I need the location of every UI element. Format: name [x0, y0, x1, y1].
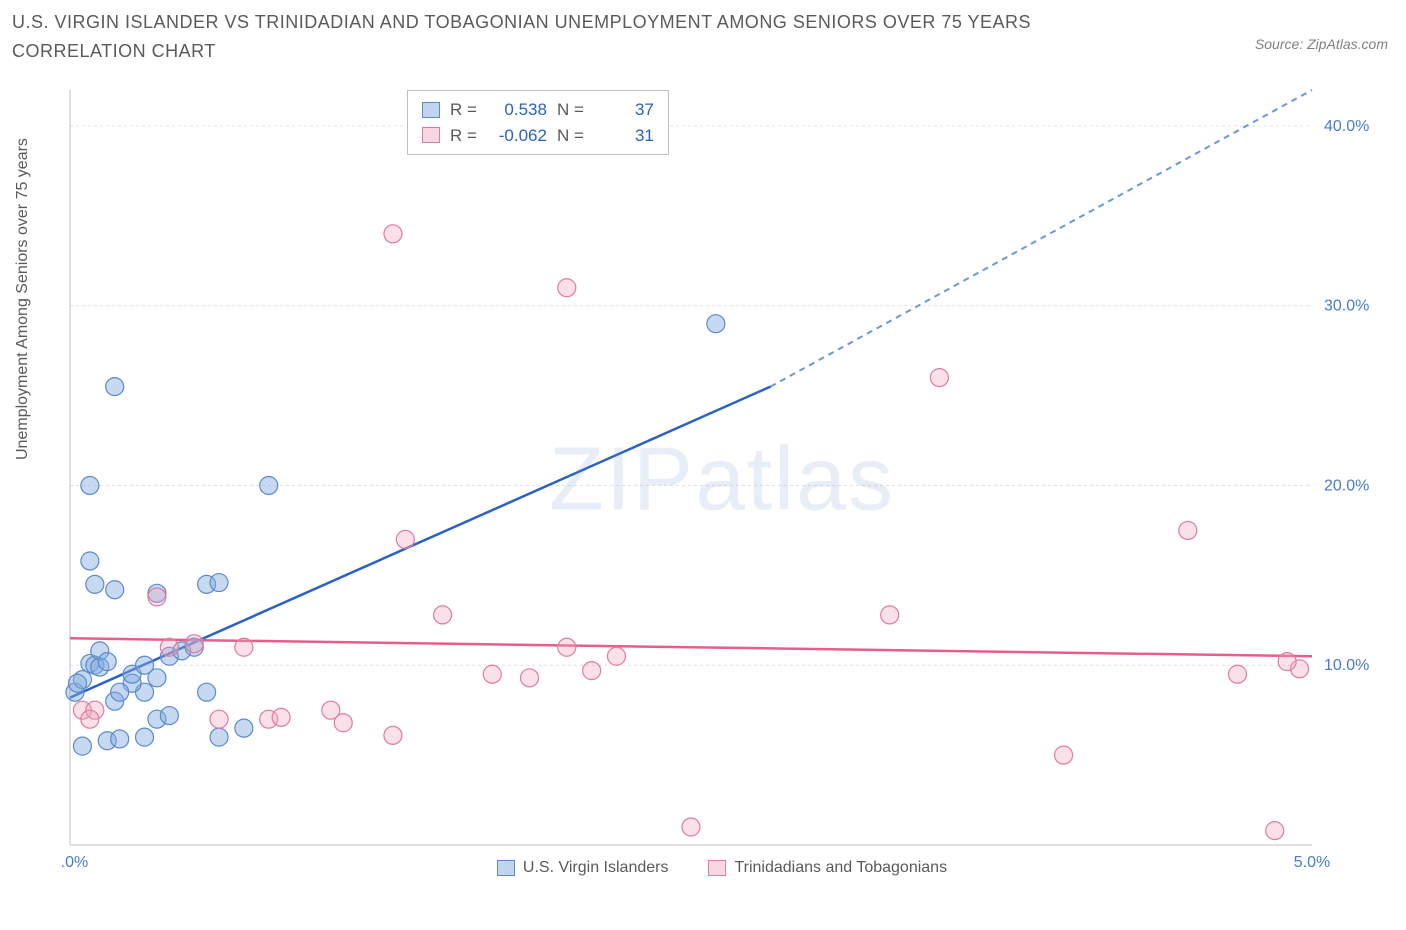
data-point	[148, 669, 166, 687]
data-point	[583, 662, 601, 680]
swatch-icon	[708, 860, 726, 876]
data-point	[260, 476, 278, 494]
svg-text:30.0%: 30.0%	[1324, 298, 1369, 315]
data-point	[521, 669, 539, 687]
data-point	[86, 575, 104, 593]
data-point	[483, 665, 501, 683]
legend-label: Trinidadians and Tobagonians	[734, 859, 947, 877]
data-point	[1179, 521, 1197, 539]
chart-title: U.S. VIRGIN ISLANDER VS TRINIDADIAN AND …	[12, 8, 1112, 66]
data-point	[384, 726, 402, 744]
stat-label: R =	[450, 97, 477, 123]
data-point	[235, 719, 253, 737]
data-point	[81, 552, 99, 570]
data-point	[384, 225, 402, 243]
data-point	[1266, 822, 1284, 840]
data-point	[111, 683, 129, 701]
data-point	[434, 606, 452, 624]
data-point	[707, 315, 725, 333]
legend-item-series2: Trinidadians and Tobagonians	[708, 859, 947, 877]
data-point	[81, 476, 99, 494]
legend-label: U.S. Virgin Islanders	[523, 859, 669, 877]
data-point	[930, 369, 948, 387]
swatch-icon	[422, 102, 440, 118]
stats-row-series2: R = -0.062 N = 31	[422, 123, 654, 149]
data-point	[881, 606, 899, 624]
chart-plot-area: ZIPatlas 10.0%20.0%30.0%40.0% 0.0%5.0% R…	[62, 85, 1382, 875]
data-point	[185, 635, 203, 653]
stat-label: N =	[557, 123, 584, 149]
stat-label: R =	[450, 123, 477, 149]
stat-value: 37	[594, 97, 654, 123]
data-point	[136, 728, 154, 746]
data-point	[160, 707, 178, 725]
data-point	[210, 710, 228, 728]
data-point	[68, 674, 86, 692]
stat-value: -0.062	[487, 123, 547, 149]
data-point	[272, 708, 290, 726]
scatter-plot-svg: 10.0%20.0%30.0%40.0% 0.0%5.0%	[62, 85, 1382, 875]
stat-value: 0.538	[487, 97, 547, 123]
source-attribution: Source: ZipAtlas.com	[1255, 36, 1388, 52]
y-axis-label: Unemployment Among Seniors over 75 years	[14, 138, 32, 460]
data-point	[106, 581, 124, 599]
data-point	[558, 638, 576, 656]
data-point	[148, 588, 166, 606]
data-point	[106, 378, 124, 396]
data-point	[334, 714, 352, 732]
data-point	[98, 653, 116, 671]
stat-label: N =	[557, 97, 584, 123]
legend: U.S. Virgin Islanders Trinidadians and T…	[62, 859, 1382, 877]
data-point	[682, 818, 700, 836]
svg-text:20.0%: 20.0%	[1324, 477, 1369, 494]
data-point	[210, 728, 228, 746]
data-point	[235, 638, 253, 656]
data-point	[558, 279, 576, 297]
data-point	[160, 638, 178, 656]
data-point	[111, 730, 129, 748]
stats-row-series1: R = 0.538 N = 37	[422, 97, 654, 123]
legend-item-series1: U.S. Virgin Islanders	[497, 859, 669, 877]
data-point	[81, 710, 99, 728]
data-point	[1055, 746, 1073, 764]
swatch-icon	[497, 860, 515, 876]
data-point	[73, 737, 91, 755]
data-point	[198, 683, 216, 701]
stat-value: 31	[594, 123, 654, 149]
data-point	[1278, 653, 1296, 671]
data-point	[210, 574, 228, 592]
svg-text:40.0%: 40.0%	[1324, 118, 1369, 135]
data-point	[396, 530, 414, 548]
data-point	[1228, 665, 1246, 683]
data-point	[607, 647, 625, 665]
svg-text:10.0%: 10.0%	[1324, 657, 1369, 674]
swatch-icon	[422, 127, 440, 143]
correlation-stats-box: R = 0.538 N = 37 R = -0.062 N = 31	[407, 90, 669, 155]
